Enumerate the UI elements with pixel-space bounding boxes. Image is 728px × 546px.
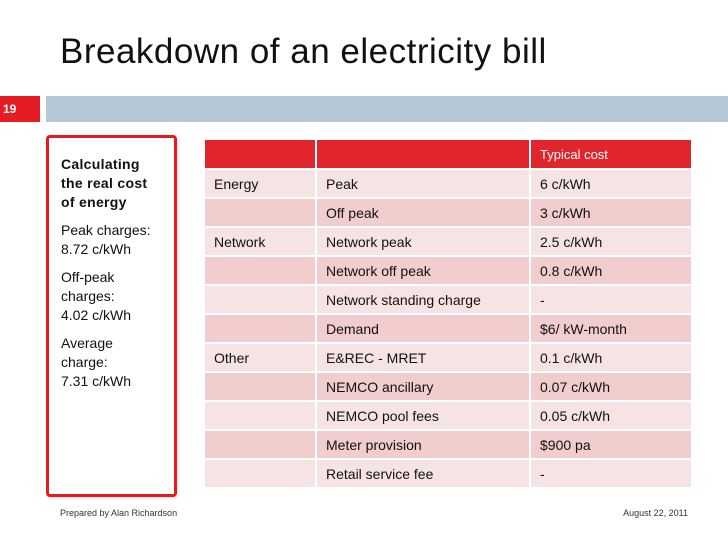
table-row: Off peak 3 c/kWh <box>205 199 691 226</box>
peak-charges-text: Peak charges: 8.72 c/kWh <box>61 222 151 257</box>
average-charge-text: Average charge: 7.31 c/kWh <box>61 335 132 389</box>
category-cell: Energy <box>205 170 317 197</box>
cost-cell: - <box>531 460 691 487</box>
component-cell: Demand <box>317 315 531 342</box>
table-row: Network Network peak 2.5 c/kWh <box>205 228 691 255</box>
slide-title: Breakdown of an electricity bill <box>60 32 547 71</box>
component-cell: Network peak <box>317 228 531 255</box>
footer-author: Prepared by Alan Richardson <box>60 508 178 518</box>
category-cell <box>205 315 317 342</box>
cost-cell: 2.5 c/kWh <box>531 228 691 255</box>
table-row: Network off peak 0.8 c/kWh <box>205 257 691 284</box>
category-cell <box>205 286 317 313</box>
cost-cell: 0.8 c/kWh <box>531 257 691 284</box>
table-header-row: Typical cost <box>205 140 691 168</box>
category-cell: Other <box>205 344 317 371</box>
header-cell <box>205 140 317 168</box>
cost-cell: 6 c/kWh <box>531 170 691 197</box>
category-cell: Network <box>205 228 317 255</box>
cost-cell: 0.05 c/kWh <box>531 402 691 429</box>
table-row: Network standing charge - <box>205 286 691 313</box>
slide-number: 19 <box>0 96 40 122</box>
cost-cell: - <box>531 286 691 313</box>
category-cell <box>205 373 317 400</box>
cost-cell: 0.1 c/kWh <box>531 344 691 371</box>
component-cell: Network off peak <box>317 257 531 284</box>
cost-cell: $900 pa <box>531 431 691 458</box>
component-cell: Retail service fee <box>317 460 531 487</box>
table-row: Meter provision $900 pa <box>205 431 691 458</box>
table-row: Energy Peak 6 c/kWh <box>205 170 691 197</box>
component-cell: NEMCO pool fees <box>317 402 531 429</box>
table-row: Other E&REC - MRET 0.1 c/kWh <box>205 344 691 371</box>
category-cell <box>205 460 317 487</box>
component-cell: Network standing charge <box>317 286 531 313</box>
title-divider-bar <box>46 96 728 122</box>
cost-cell: 0.07 c/kWh <box>531 373 691 400</box>
component-cell: NEMCO ancillary <box>317 373 531 400</box>
cost-cell: 3 c/kWh <box>531 199 691 226</box>
category-cell <box>205 199 317 226</box>
component-cell: Off peak <box>317 199 531 226</box>
header-cell <box>317 140 531 168</box>
category-cell <box>205 257 317 284</box>
table-row: Retail service fee - <box>205 460 691 487</box>
table-row: NEMCO ancillary 0.07 c/kWh <box>205 373 691 400</box>
offpeak-charges-text: Off-peak charges: 4.02 c/kWh <box>61 269 132 323</box>
footer-date: August 22, 2011 <box>623 508 688 518</box>
cost-table: Typical cost Energy Peak 6 c/kWh Off pea… <box>205 138 691 489</box>
component-cell: Meter provision <box>317 431 531 458</box>
table-row: NEMCO pool fees 0.05 c/kWh <box>205 402 691 429</box>
table-row: Demand $6/ kW-month <box>205 315 691 342</box>
cost-summary-box: Calculating the real cost of energy Peak… <box>46 135 177 497</box>
cost-cell: $6/ kW-month <box>531 315 691 342</box>
component-cell: Peak <box>317 170 531 197</box>
component-cell: E&REC - MRET <box>317 344 531 371</box>
summary-heading: Calculating the real cost of energy <box>61 156 148 210</box>
header-cell: Typical cost <box>531 140 691 168</box>
category-cell <box>205 402 317 429</box>
category-cell <box>205 431 317 458</box>
